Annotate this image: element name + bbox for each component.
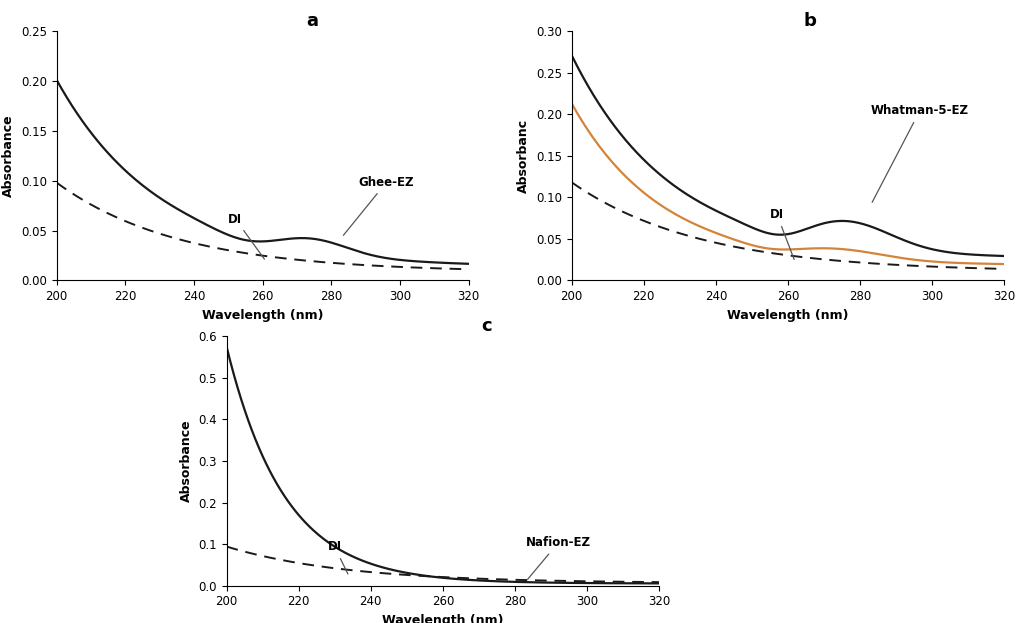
Text: Whatman-5-EZ: Whatman-5-EZ [870, 104, 969, 202]
Text: Nafion-EZ: Nafion-EZ [525, 536, 591, 579]
Y-axis label: Absorbanc: Absorbanc [517, 119, 530, 193]
Y-axis label: Absorbance: Absorbance [179, 420, 193, 502]
Y-axis label: Absorbance: Absorbance [2, 115, 15, 197]
Title: c: c [481, 317, 491, 335]
Text: Ghee-EZ: Ghee-EZ [343, 176, 414, 235]
Text: DI: DI [328, 540, 348, 574]
Title: a: a [306, 12, 318, 30]
Title: b: b [803, 12, 816, 30]
X-axis label: Wavelength (nm): Wavelength (nm) [382, 614, 504, 623]
Text: DI: DI [229, 212, 265, 259]
Text: DI: DI [769, 208, 794, 259]
X-axis label: Wavelength (nm): Wavelength (nm) [202, 308, 323, 321]
X-axis label: Wavelength (nm): Wavelength (nm) [727, 308, 849, 321]
